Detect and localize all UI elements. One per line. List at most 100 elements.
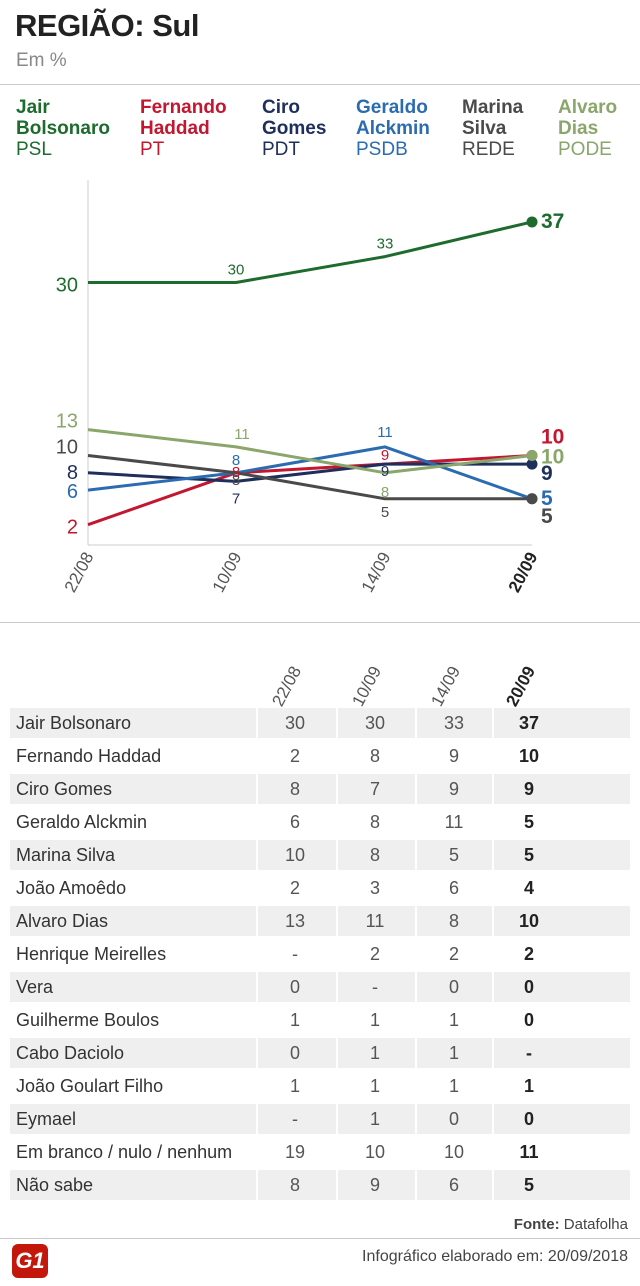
legend-first-name: Jair (16, 97, 50, 118)
table-row: Jair Bolsonaro 30 30 33 37 (10, 708, 630, 738)
legend-item: Ciro Gomes PDT (262, 97, 326, 160)
x-tick-label: 14/09 (358, 549, 395, 595)
data-label: 5 (381, 504, 389, 521)
data-label: 13 (56, 411, 78, 433)
data-label: 7 (232, 490, 240, 507)
legend-last-name: Silva (462, 118, 507, 139)
table-cell: - (292, 1109, 298, 1129)
table-row: Geraldo Alckmin 6 8 11 5 (10, 807, 630, 837)
column-separator (336, 708, 338, 1205)
table-cell: 10 (284, 845, 306, 865)
table-cell: 8 (369, 746, 380, 766)
table-row: João Goulart Filho 1 1 1 1 (10, 1071, 630, 1101)
table-column-header: 10/09 (348, 663, 386, 710)
series-line (88, 220, 533, 284)
data-label: 2 (67, 517, 78, 539)
legend-party: PSDB (356, 139, 408, 160)
table-column-header: 22/08 (268, 663, 306, 710)
table-row: Alvaro Dias 13 11 8 10 (10, 906, 630, 936)
series-end-point (526, 216, 538, 228)
series-end-point (526, 493, 538, 505)
legend-first-name: Geraldo (356, 97, 428, 118)
page-title: REGIÃO: Sul (15, 8, 199, 43)
table-row: Em branco / nulo / nenhum 19 10 10 11 (10, 1137, 630, 1167)
table-cell: 0 (523, 977, 534, 997)
data-label: 10 (541, 446, 564, 469)
table-cell: 30 (364, 713, 386, 733)
table-row: Não sabe 8 9 6 5 (10, 1170, 630, 1200)
legend-first-name: Marina (462, 97, 524, 118)
table-cell: 33 (443, 713, 465, 733)
table-cell: 9 (523, 779, 534, 799)
table-cell: 0 (448, 1109, 459, 1129)
table-cell: 6 (448, 1175, 459, 1195)
table-cell: 9 (448, 746, 459, 766)
table-cell: 30 (284, 713, 306, 733)
table-cell: 9 (448, 779, 459, 799)
table-row: Eymael - 1 0 0 (10, 1104, 630, 1134)
legend-last-name: Gomes (262, 118, 327, 139)
table-cell: 8 (369, 845, 380, 865)
x-tick-label: 10/09 (209, 549, 246, 595)
column-separator (492, 708, 494, 1205)
legend-item: Geraldo Alckmin PSDB (356, 97, 430, 160)
table-cell: 3 (369, 878, 380, 898)
legend-party: REDE (462, 139, 515, 160)
candidate-name: Cabo Daciolo (16, 1043, 125, 1063)
candidate-name: Jair Bolsonaro (16, 713, 132, 733)
table-cell: 1 (369, 1109, 380, 1129)
candidate-name: Em branco / nulo / nenhum (16, 1142, 233, 1162)
column-separator (256, 708, 258, 1205)
table-cell: 1 (448, 1043, 459, 1063)
legend-last-name: Alckmin (356, 118, 430, 139)
series-line (87, 454, 533, 527)
candidate-name: Vera (16, 977, 54, 997)
table-row: Marina Silva 10 8 5 5 (10, 840, 630, 870)
table-cell: 0 (523, 1109, 534, 1129)
table-cell: 7 (369, 779, 380, 799)
table-cell: 2 (448, 944, 459, 964)
table-row: Cabo Daciolo 0 1 1 - (10, 1038, 630, 1068)
series-end-point (526, 450, 538, 461)
data-label: 8 (232, 452, 240, 469)
legend-first-name: Alvaro (558, 97, 618, 118)
candidate-name: Henrique Meirelles (16, 944, 167, 964)
candidate-name: Marina Silva (16, 845, 116, 865)
data-label: 33 (377, 236, 394, 253)
data-label: 8 (381, 484, 389, 501)
divider (0, 84, 640, 85)
candidate-name: Alvaro Dias (16, 911, 109, 931)
data-label: 8 (232, 464, 240, 481)
legend-item: Marina Silva REDE (462, 97, 523, 160)
column-separator (415, 708, 417, 1205)
series-line (87, 454, 532, 501)
table-cell: 10 (443, 1142, 465, 1162)
candidate-name: João Amoêdo (16, 878, 127, 898)
candidate-name: Guilherme Boulos (16, 1010, 160, 1030)
data-label: 10 (541, 426, 564, 449)
table-cell: 1 (369, 1043, 380, 1063)
table-cell: - (292, 944, 298, 964)
table-cell: 2 (289, 746, 300, 766)
table-cell: 0 (289, 977, 300, 997)
table-cell: 1 (448, 1076, 459, 1096)
data-label: 9 (381, 447, 389, 464)
table-cell: 11 (365, 911, 385, 931)
table-cell: 1 (448, 1010, 459, 1030)
legend-last-name: Bolsonaro (16, 118, 110, 139)
series-line (87, 462, 532, 483)
data-label: 30 (228, 262, 245, 279)
legend-first-name: Fernando (140, 97, 227, 118)
table-cell: 8 (289, 779, 300, 799)
legend-last-name: Haddad (140, 118, 210, 139)
data-label: 6 (67, 481, 78, 503)
g1-logo: G1 (12, 1244, 48, 1278)
data-label: 10 (56, 437, 78, 459)
table-cell: 0 (289, 1043, 300, 1063)
table-row: Fernando Haddad 2 8 9 10 (10, 741, 630, 771)
table-cell: 9 (369, 1175, 380, 1195)
x-tick-label: 22/08 (61, 549, 98, 595)
candidate-name: Ciro Gomes (16, 779, 113, 799)
candidate-name: Geraldo Alckmin (16, 812, 148, 832)
